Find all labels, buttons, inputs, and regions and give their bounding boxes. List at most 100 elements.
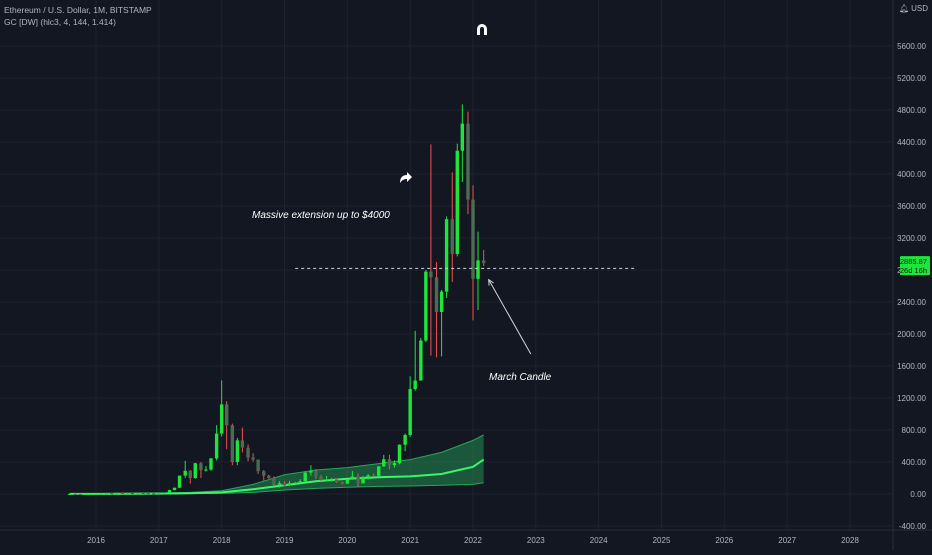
candle: [444, 216, 449, 298]
price-axis[interactable]: -400.00 0.00 400.00 800.00 1200.00 1600.00 200…: [892, 0, 930, 550]
candle-body: [377, 466, 381, 476]
candle-body: [230, 425, 235, 462]
candle: [172, 487, 177, 491]
candle: [366, 474, 370, 480]
candle-body: [372, 475, 376, 477]
candle-body: [167, 490, 172, 493]
candle: [125, 492, 130, 495]
candle-body: [73, 493, 77, 495]
candle: [183, 460, 187, 478]
candle: [256, 459, 260, 474]
candle: [345, 479, 350, 484]
candle-body: [136, 492, 140, 494]
candle-body: [193, 463, 197, 478]
candle-body: [413, 380, 417, 390]
candle: [115, 492, 119, 494]
candle-body: [104, 493, 109, 495]
candle: [419, 338, 423, 381]
candle-body: [424, 271, 428, 341]
candle: [392, 460, 397, 468]
candle-body: [309, 470, 313, 473]
candle-body: [408, 389, 412, 435]
candle-body: [89, 493, 93, 495]
candle-body: [78, 493, 82, 495]
time-tick-label: 2021: [401, 536, 419, 545]
candle: [356, 473, 360, 487]
price-tick-label: 2400.00: [897, 298, 926, 307]
candle-body: [450, 219, 454, 254]
annotation-arrow-line: [488, 279, 532, 355]
candle: [303, 471, 307, 482]
candle-body: [214, 433, 219, 459]
price-tick-label: 1600.00: [897, 362, 926, 371]
candle-body: [115, 492, 119, 494]
candle-body: [83, 493, 88, 495]
candle-body: [172, 487, 177, 490]
candle-body: [319, 476, 323, 481]
time-tick-label: 2025: [653, 536, 671, 545]
candle: [429, 144, 433, 356]
candle: [460, 104, 465, 182]
candle-body: [340, 481, 345, 484]
price-tick-label: -400.00: [899, 522, 927, 531]
candle: [455, 143, 459, 257]
candle: [94, 493, 98, 495]
time-tick-label: 2028: [841, 536, 859, 545]
candle-body: [356, 476, 360, 484]
candle: [78, 493, 82, 495]
candle-body: [350, 476, 355, 480]
candle-body: [235, 440, 240, 462]
candle-body: [110, 493, 114, 495]
time-tick-label: 2020: [338, 536, 356, 545]
candle-body: [141, 492, 145, 494]
time-tick-label: 2024: [590, 536, 608, 545]
candle: [413, 330, 417, 391]
candle: [309, 465, 313, 476]
candle: [136, 492, 140, 494]
candle-body: [199, 463, 203, 470]
candles: [67, 104, 486, 495]
price-tick-label: 2000.00: [897, 330, 926, 339]
candle: [99, 493, 103, 495]
candle: [450, 172, 454, 282]
candle: [403, 433, 407, 452]
candle: [471, 185, 475, 321]
symbol-info[interactable]: Ethereum / U.S. Dollar, 1M, BITSTAMP: [4, 5, 152, 15]
currency-label[interactable]: 🔔︎ USD: [899, 4, 928, 13]
candle-body: [256, 459, 260, 472]
last-price-badge: [900, 256, 930, 276]
candle: [230, 423, 235, 466]
candle: [324, 476, 329, 482]
countdown-label: 26d 16h: [900, 266, 927, 275]
alert-icon: 🔔︎: [898, 4, 910, 13]
candle-body: [282, 483, 287, 486]
candle: [439, 290, 444, 357]
candle: [298, 479, 302, 483]
candle: [476, 231, 480, 310]
candle: [193, 462, 197, 479]
candle-body: [277, 483, 282, 485]
candle-body: [99, 493, 103, 495]
candle: [466, 111, 470, 214]
candle: [152, 493, 156, 495]
candle-body: [262, 471, 266, 476]
price-tick-label: 1200.00: [897, 394, 926, 403]
candle: [141, 492, 145, 494]
time-tick-label: 2022: [464, 536, 482, 545]
candle-body: [324, 479, 329, 481]
indicator-info[interactable]: GC [DW] (hlc3, 4, 144, 1.414): [4, 17, 116, 27]
candle: [177, 475, 182, 488]
candle: [224, 401, 229, 450]
candle-body: [240, 440, 245, 448]
candle-body: [444, 219, 449, 292]
candle-body: [439, 291, 444, 312]
candle-body: [481, 260, 486, 264]
time-tick-label: 2017: [150, 536, 168, 545]
candle-body: [429, 271, 433, 278]
candle: [262, 470, 266, 481]
time-axis[interactable]: 2016 2017 2018 2019 2020 2021 2022 2023 2024 2025…: [0, 529, 932, 545]
candle: [434, 262, 439, 358]
candle-body: [471, 199, 475, 279]
